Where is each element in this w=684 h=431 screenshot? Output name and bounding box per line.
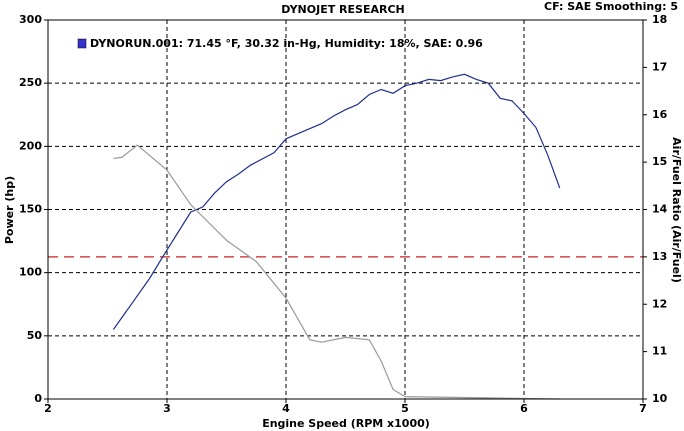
x-tick-label: 7 (639, 402, 647, 415)
y-tick-label: 200 (19, 139, 42, 152)
y-tick-label: 100 (19, 266, 42, 279)
y2-tick-label: 14 (652, 203, 668, 216)
y-tick-label: 150 (19, 203, 42, 216)
chart-title: DYNOJET RESEARCH (281, 3, 404, 16)
y-tick-label: 300 (19, 13, 42, 26)
y-axis-label: Power (hp) (3, 176, 16, 244)
data-line (112, 73, 561, 330)
y2-axis-label: Air/Fuel Ratio (Air/Fuel) (670, 137, 683, 283)
legend-text: DYNORUN.001: 71.45 °F, 30.32 in-Hg, Humi… (90, 37, 483, 50)
data-line (113, 144, 560, 400)
y2-tick-label: 13 (652, 250, 667, 263)
x-tick-label: 3 (163, 402, 171, 415)
y-tick-label: 250 (19, 76, 42, 89)
y2-tick-label: 10 (652, 392, 668, 405)
y2-tick-label: 11 (652, 345, 667, 358)
x-axis-label: Engine Speed (RPM x1000) (262, 417, 430, 430)
y-tick-label: 0 (34, 392, 42, 405)
y-tick-label: 50 (27, 329, 43, 342)
y2-tick-label: 12 (652, 297, 667, 310)
x-tick-label: 2 (44, 402, 52, 415)
x-tick-label: 5 (401, 402, 409, 415)
y2-tick-label: 17 (652, 60, 667, 73)
y2-tick-label: 18 (652, 13, 667, 26)
x-tick-label: 6 (520, 402, 528, 415)
y2-tick-label: 16 (652, 108, 668, 121)
plot-frame (47, 19, 644, 400)
x-tick-label: 4 (282, 402, 290, 415)
y2-tick-label: 15 (652, 155, 667, 168)
legend-swatch (77, 38, 87, 49)
chart-subtitle: CF: SAE Smoothing: 5 (544, 0, 678, 13)
